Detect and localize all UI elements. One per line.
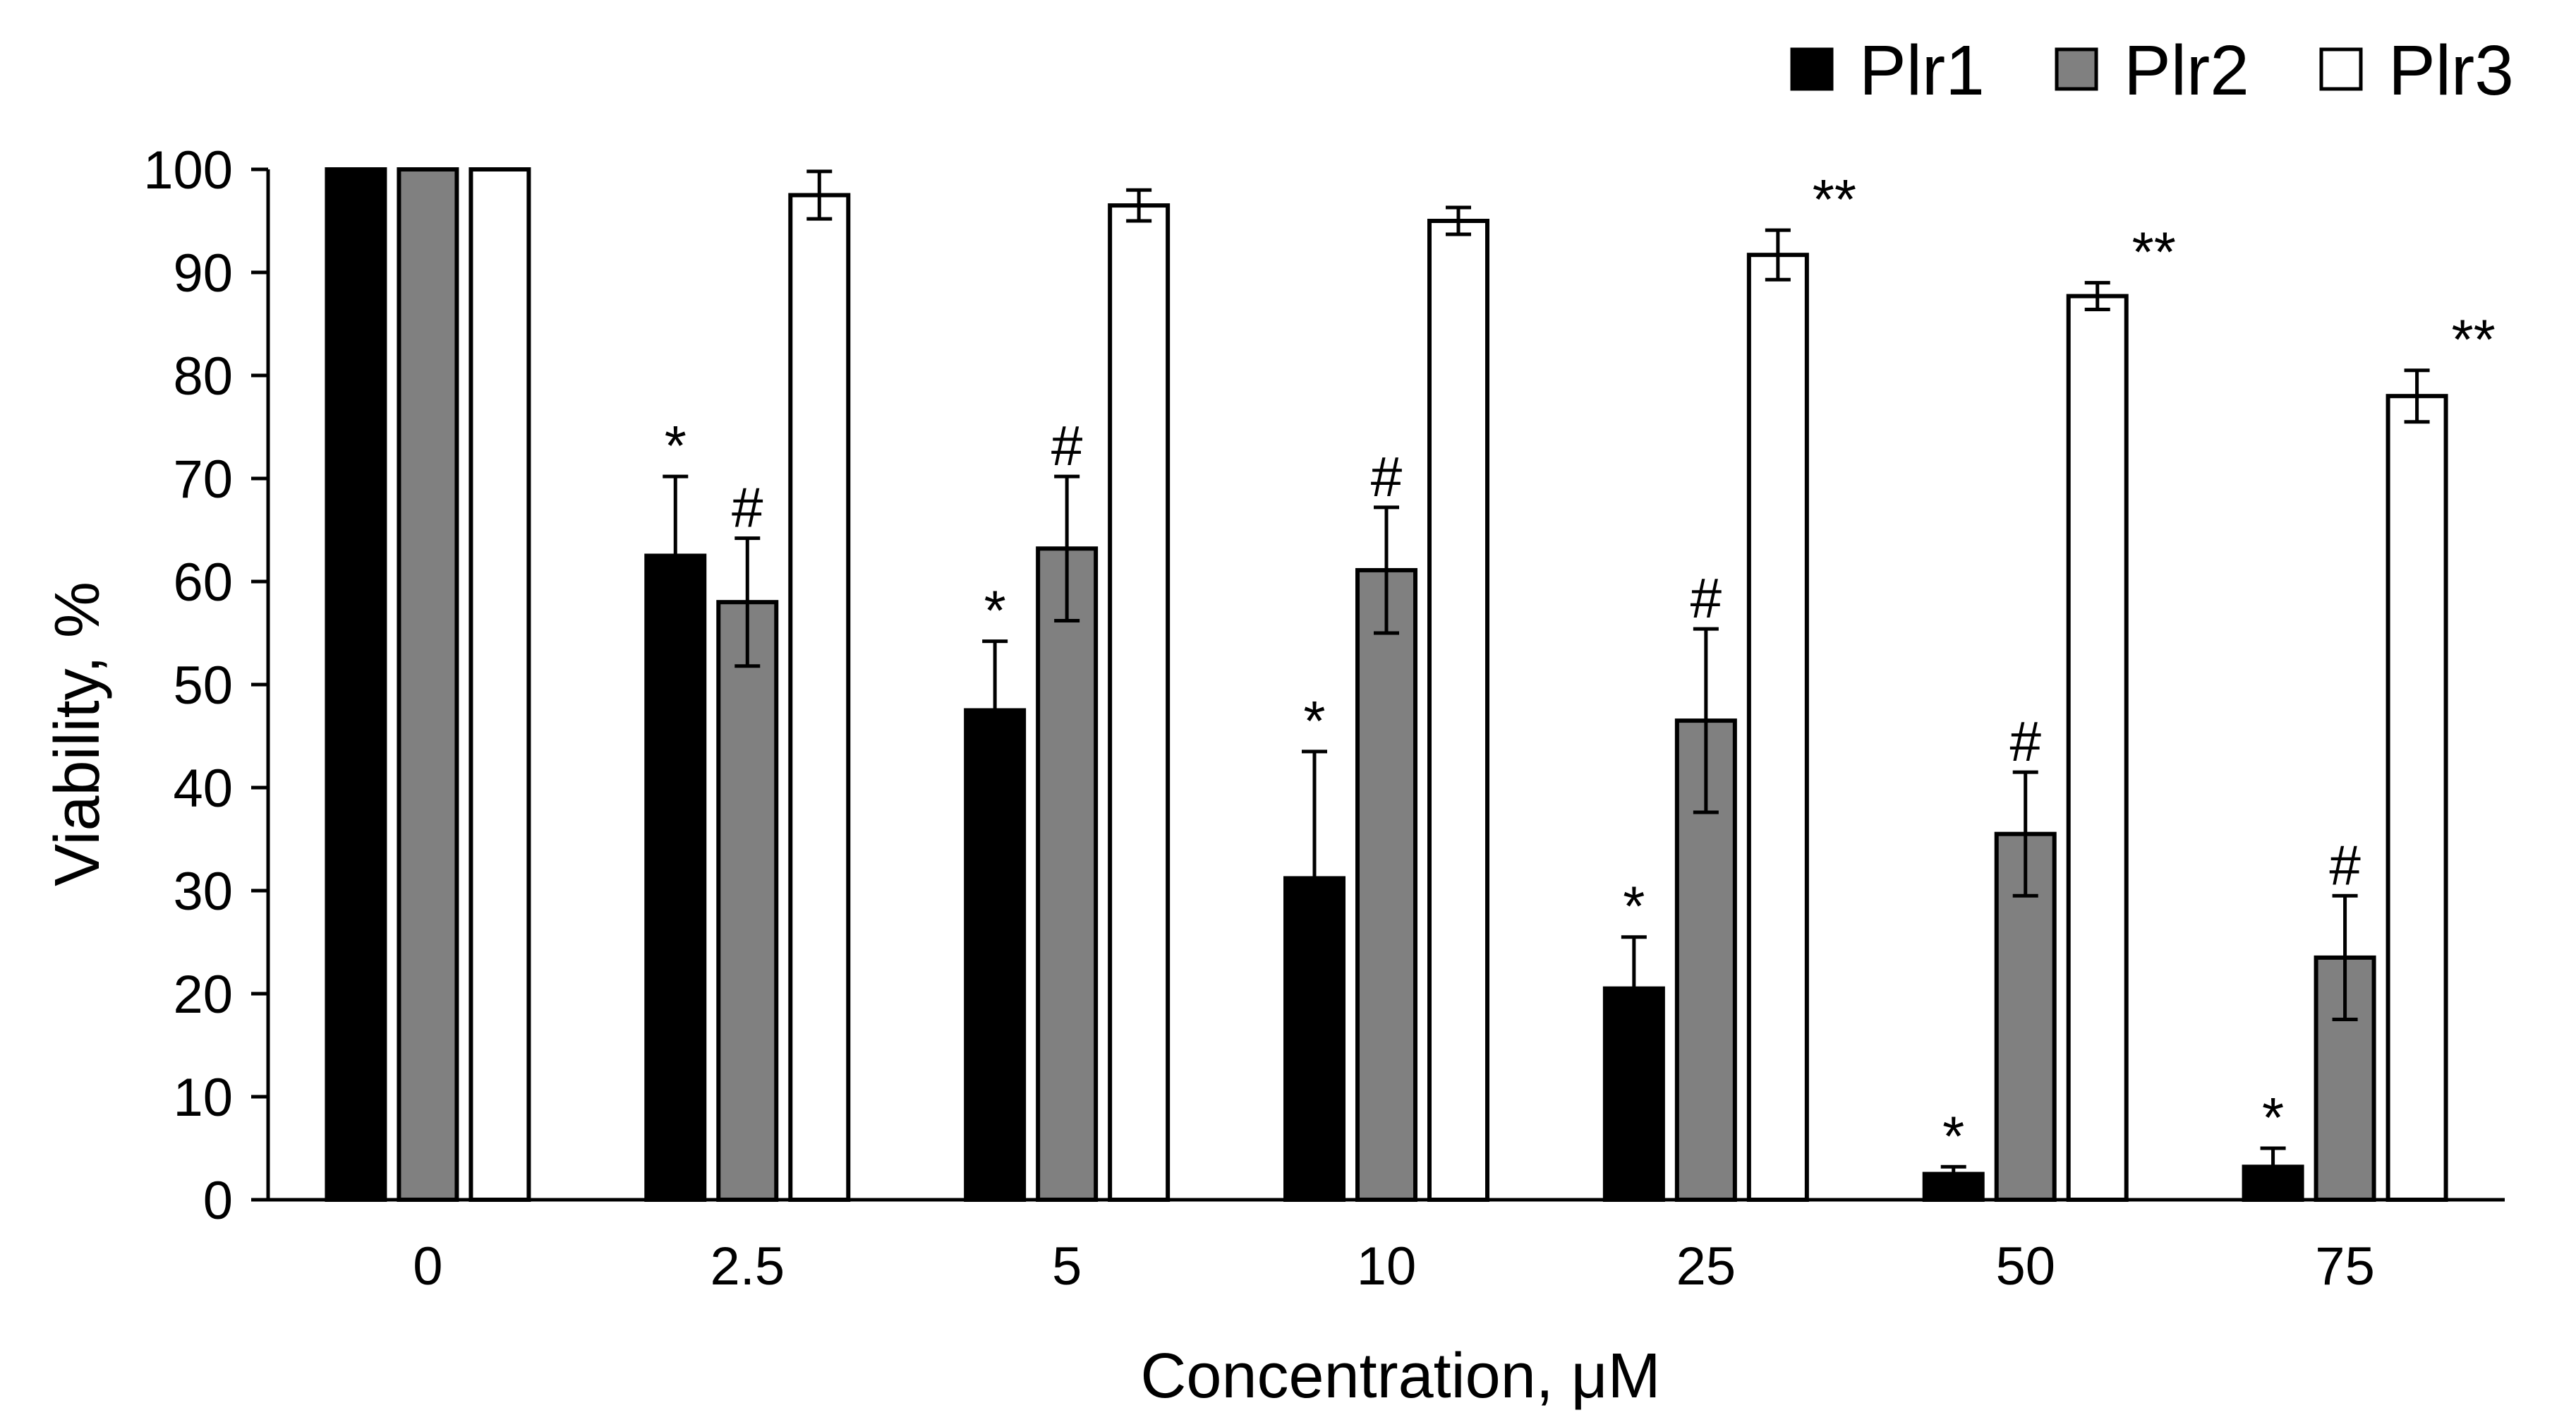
error-bar-plr3-5 xyxy=(1126,188,1152,223)
significance-mark-plr3-50: ** xyxy=(2132,221,2176,284)
x-tick-label-50: 50 xyxy=(1995,1236,2055,1296)
significance-mark-plr2-5: # xyxy=(1051,414,1083,477)
y-tick-label-20: 20 xyxy=(173,965,233,1025)
bar-plr3-75 xyxy=(2385,394,2448,1203)
significance-mark-plr1-75: * xyxy=(2262,1086,2284,1149)
error-bar-plr1-10 xyxy=(1302,749,1327,1007)
x-tick-label-5: 5 xyxy=(1052,1236,1082,1296)
error-bar-plr2-5 xyxy=(1054,474,1080,622)
y-tick-label-100: 100 xyxy=(143,140,233,200)
bar-plr3-25 xyxy=(1746,253,1809,1202)
x-tick-label-25: 25 xyxy=(1676,1236,1736,1296)
y-tick-label-80: 80 xyxy=(173,347,233,407)
legend-label-plr1: Plr1 xyxy=(1859,31,1985,110)
error-bar-plr2-75 xyxy=(2332,893,2358,1021)
bar-plr3-0 xyxy=(468,167,531,1202)
error-bar-plr2-2.5 xyxy=(734,536,761,668)
y-tick-label-60: 60 xyxy=(173,553,233,613)
legend-swatch-plr1 xyxy=(1790,47,1834,91)
bar-plr3-10 xyxy=(1427,219,1489,1202)
significance-mark-plr2-2.5: # xyxy=(732,476,763,539)
error-bar-plr1-50 xyxy=(1940,1164,1966,1184)
x-tick-label-2.5: 2.5 xyxy=(710,1236,785,1296)
bar-plr2-2.5 xyxy=(716,600,779,1202)
y-tick-label-40: 40 xyxy=(173,759,233,819)
bar-plr2-10 xyxy=(1355,567,1417,1202)
significance-mark-plr1-2.5: * xyxy=(665,414,687,477)
error-bar-plr1-2.5 xyxy=(663,474,689,637)
significance-mark-plr3-25: ** xyxy=(1813,168,1856,231)
significance-mark-plr3-75: ** xyxy=(2451,308,2495,371)
error-bar-plr2-10 xyxy=(1374,505,1399,635)
significance-mark-plr1-10: * xyxy=(1303,690,1325,752)
bar-plr2-0 xyxy=(397,167,459,1202)
legend-label-plr2: Plr2 xyxy=(2124,31,2249,110)
bars-layer xyxy=(325,167,2448,1203)
bar-plr1-2.5 xyxy=(644,553,707,1202)
y-tick-label-30: 30 xyxy=(173,862,233,922)
y-tick-label-10: 10 xyxy=(173,1068,233,1128)
bar-plr1-0 xyxy=(325,167,387,1202)
error-bar-plr3-50 xyxy=(2084,281,2110,312)
bar-plr3-50 xyxy=(2066,294,2129,1203)
bar-plr3-2.5 xyxy=(788,193,851,1202)
significance-mark-plr2-75: # xyxy=(2329,833,2361,896)
error-bar-plr3-10 xyxy=(1446,205,1471,236)
significance-mark-plr2-10: # xyxy=(1371,445,1403,508)
error-bar-plr3-2.5 xyxy=(806,169,833,221)
error-bar-plr3-25 xyxy=(1765,228,1791,282)
legend-swatch-plr3 xyxy=(2319,47,2363,91)
significance-mark-plr1-50: * xyxy=(1942,1104,1964,1167)
legend: Plr1 Plr2 Plr3 xyxy=(1790,31,2514,110)
x-tick-label-10: 10 xyxy=(1357,1236,1417,1296)
error-bar-plr1-75 xyxy=(2260,1146,2286,1188)
legend-swatch-plr2 xyxy=(2055,47,2098,91)
y-tick-label-50: 50 xyxy=(173,656,233,716)
x-tick-label-0: 0 xyxy=(413,1236,442,1296)
legend-label-plr3: Plr3 xyxy=(2388,31,2514,110)
error-bar-plr3-75 xyxy=(2404,368,2430,424)
error-bars-layer xyxy=(663,169,2430,1188)
x-tick-label-75: 75 xyxy=(2315,1236,2375,1296)
y-tick-label-0: 0 xyxy=(203,1171,233,1231)
error-bar-plr1-25 xyxy=(1621,935,1647,1042)
error-bar-plr2-50 xyxy=(2012,770,2038,898)
significance-marks-layer: ***** *## ####****** xyxy=(665,168,2496,1167)
error-bar-plr2-25 xyxy=(1693,627,1719,814)
x-axis-title: Concentration, μM xyxy=(1140,1341,1660,1411)
y-tick-label-90: 90 xyxy=(173,243,233,303)
bar-plr3-5 xyxy=(1108,203,1171,1203)
bar-plr2-5 xyxy=(1036,546,1099,1202)
y-tick-label-70: 70 xyxy=(173,450,233,510)
significance-mark-plr2-50: # xyxy=(2009,710,2041,773)
error-bar-plr1-5 xyxy=(982,639,1008,781)
axes: 0 10 20 30 40 50 60 70 80 90 100 0 2.5 5 10 25 50 75 xyxy=(143,140,2505,1296)
y-axis-title: Viability, % xyxy=(42,582,113,886)
significance-mark-plr1-5: * xyxy=(984,579,1006,642)
significance-mark-plr1-25: * xyxy=(1623,875,1645,938)
bar-plr1-5 xyxy=(964,708,1027,1202)
significance-mark-plr2-25: # xyxy=(1691,567,1722,630)
